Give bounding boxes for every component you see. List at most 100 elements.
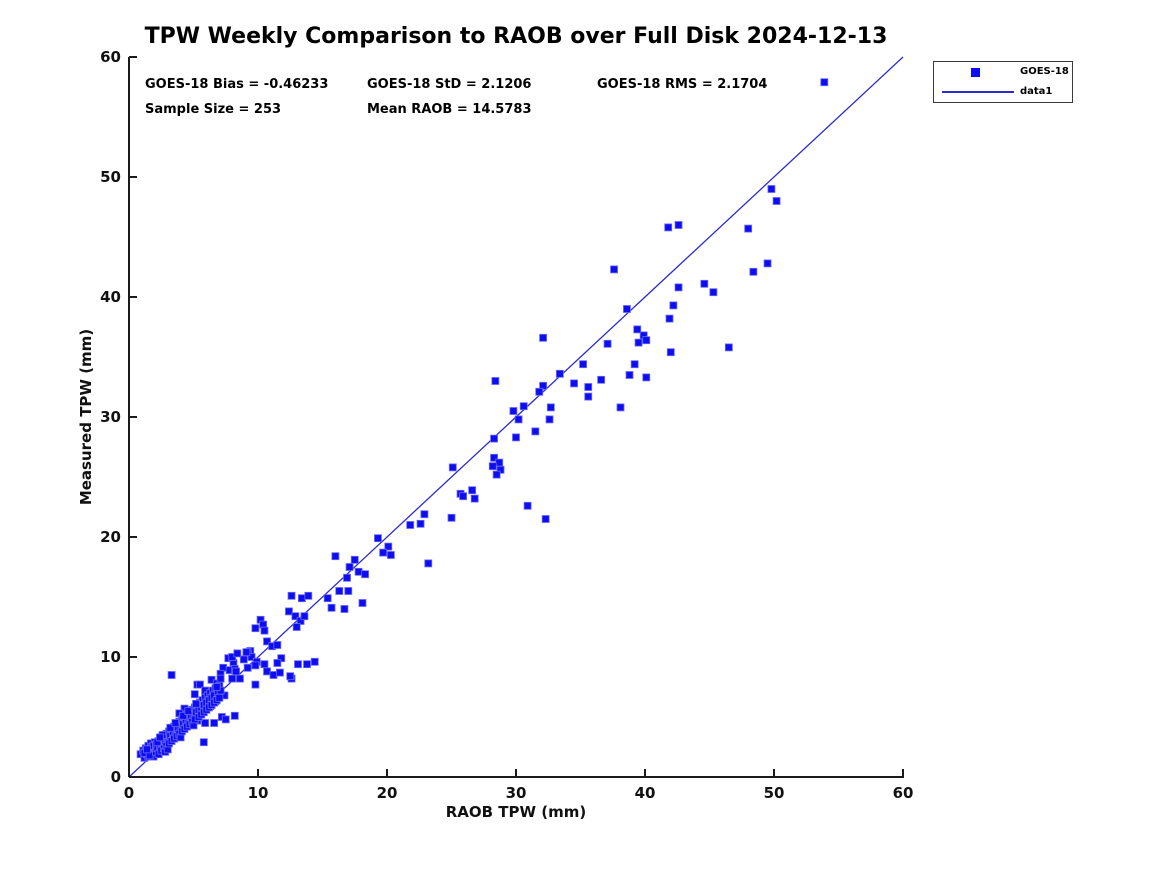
scatter-point [285,607,293,616]
scatter-point [665,314,674,323]
scatter-point [327,603,336,612]
scatter-point [584,383,593,391]
legend-label-goes18: GOES-18 [1020,66,1069,77]
scatter-point [666,348,675,357]
scatter-point [669,301,678,310]
scatter-point [664,223,673,232]
scatter-point [247,653,256,661]
scatter-point [625,371,634,379]
scatter-point [424,559,433,568]
scatter-point [354,567,363,576]
scatter-point [294,660,302,669]
scatter-point [156,733,164,742]
scatter-point [616,403,625,412]
scatter-point [570,379,578,388]
scatter-point [287,591,296,600]
line-sample-icon [942,91,1014,93]
scatter-point [232,667,240,676]
scatter-point [233,649,242,658]
scatter-point [495,458,504,467]
scatter-point [331,552,340,561]
scatter-point [260,626,269,635]
scatter-point [674,221,683,229]
scatter-point [384,542,393,551]
scatter-point [184,707,193,715]
scatter-point [263,667,271,676]
scatter-point [642,373,651,382]
scatter-point [260,660,269,669]
x-tick-label: 0 [123,784,135,802]
scatter-point [420,510,429,519]
legend-label-data1: data1 [1020,86,1053,97]
scatter-point [335,587,344,595]
chart-title: TPW Weekly Comparison to RAOB over Full … [144,24,888,49]
scatter-point [230,711,239,720]
stat-sample-size: Sample Size = 253 [145,102,282,117]
scatter-point [291,612,300,621]
scatter-point [386,551,395,559]
scatter-point [286,672,295,681]
scatter-point [579,360,587,369]
y-tick-label: 20 [100,528,121,546]
scatter-point [468,486,477,495]
y-tick-label: 10 [100,648,121,666]
scatter-point [545,415,554,424]
scatter-point [634,338,643,347]
scatter-point [546,403,555,412]
scatter-point [292,623,301,631]
scatter-point [597,375,606,384]
scatter-point [303,660,311,669]
x-tick-label: 30 [505,784,527,802]
scatter-point [242,648,251,657]
scatter-point [199,738,208,747]
scatter-point [488,462,497,471]
scatter-point [210,719,219,727]
scatter-point [171,719,180,727]
x-tick-label: 40 [634,784,656,802]
scatter-point [212,683,221,691]
scatter-point [541,515,550,523]
scatter-point [323,594,332,603]
scatter-point [263,637,271,646]
legend-entry-data1: data1 [934,82,1072,102]
scatter-point [416,519,425,528]
scatter-point [623,305,631,313]
scatter-point [243,663,252,672]
scatter-point [633,325,642,334]
scatter-point [523,501,532,510]
scatter-point [642,336,651,345]
scatter-point [251,680,260,689]
scatter-point [228,674,237,683]
scatter-point [196,680,204,689]
scatter-point [531,427,540,436]
scatter-point [674,283,683,292]
x-tick-label: 20 [376,784,398,802]
legend-icon-area [940,62,1016,82]
scatter-point [310,657,319,666]
scatter-point [167,671,176,679]
legend: GOES-18 data1 [933,61,1073,103]
scatter-point [555,369,564,378]
scatter-point [603,339,612,348]
scatter-point [744,224,753,233]
scatter-point [251,624,260,633]
scatter-point [350,555,359,564]
scatter-point [490,434,498,443]
scatter-point [512,433,520,442]
scatter-point [772,197,781,205]
x-tick-label: 50 [763,784,785,802]
scatter-point [459,492,468,501]
scatter-point [700,279,709,288]
scatter-point [406,521,415,529]
scatter-point [519,402,528,411]
stat-mean-raob: Mean RAOB = 14.5783 [367,102,532,117]
scatter-point [724,343,733,352]
scatter-point [374,534,382,543]
scatter-point [216,674,225,683]
stat-std: GOES-18 StD = 2.1206 [367,77,532,92]
scatter-point [276,668,284,677]
scatter-point [273,659,282,667]
scatter-point [763,259,772,268]
stat-bias: GOES-18 Bias = -0.46233 [145,77,329,92]
